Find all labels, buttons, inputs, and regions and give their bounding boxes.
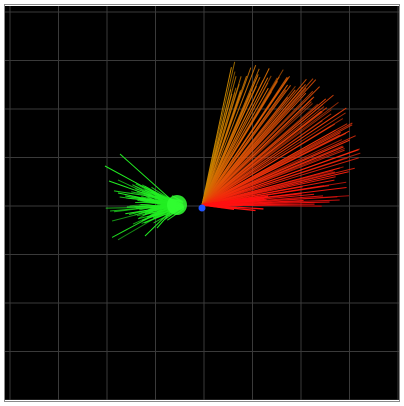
fan-ray: [201, 97, 314, 206]
fan-ray: [201, 89, 287, 206]
fan-ray: [201, 157, 348, 206]
fan-ray: [201, 77, 289, 206]
fan-ray: [201, 123, 335, 206]
fan-ray: [201, 86, 320, 206]
orange-red-ray-fan: [201, 61, 361, 212]
fan-ray: [201, 112, 346, 206]
green-ray: [117, 206, 175, 241]
fan-ray: [201, 132, 347, 206]
fan-ray: [201, 91, 272, 206]
fan-ray: [201, 196, 260, 206]
fan-ray: [201, 84, 240, 206]
green-ray: [108, 180, 178, 206]
fan-ray: [201, 109, 332, 206]
fan-ray: [201, 147, 345, 206]
green-ray: [146, 206, 171, 218]
green-ray: [117, 192, 178, 206]
3d-viewport[interactable]: [5, 6, 399, 400]
fan-ray: [201, 171, 349, 206]
fan-ray: [201, 80, 264, 206]
green-ray: [119, 153, 178, 206]
scene-canvas[interactable]: [5, 6, 399, 400]
green-core: [167, 195, 187, 215]
fan-ray: [201, 64, 257, 206]
fan-ray: [201, 103, 313, 206]
fan-ray: [201, 67, 232, 206]
fan-ray: [201, 92, 307, 206]
fan-ray: [201, 89, 296, 206]
fan-ray: [201, 123, 348, 206]
fan-ray: [201, 149, 359, 206]
origin-marker: [198, 204, 206, 212]
fan-ray: [201, 67, 252, 206]
fan-ray: [201, 204, 229, 208]
fan-ray: [201, 112, 340, 206]
fan-ray: [201, 110, 322, 206]
fan-ray: [201, 75, 272, 206]
green-ray: [104, 165, 178, 206]
fan-ray: [201, 77, 261, 206]
fan-ray: [201, 139, 343, 206]
fan-ray: [201, 157, 359, 206]
